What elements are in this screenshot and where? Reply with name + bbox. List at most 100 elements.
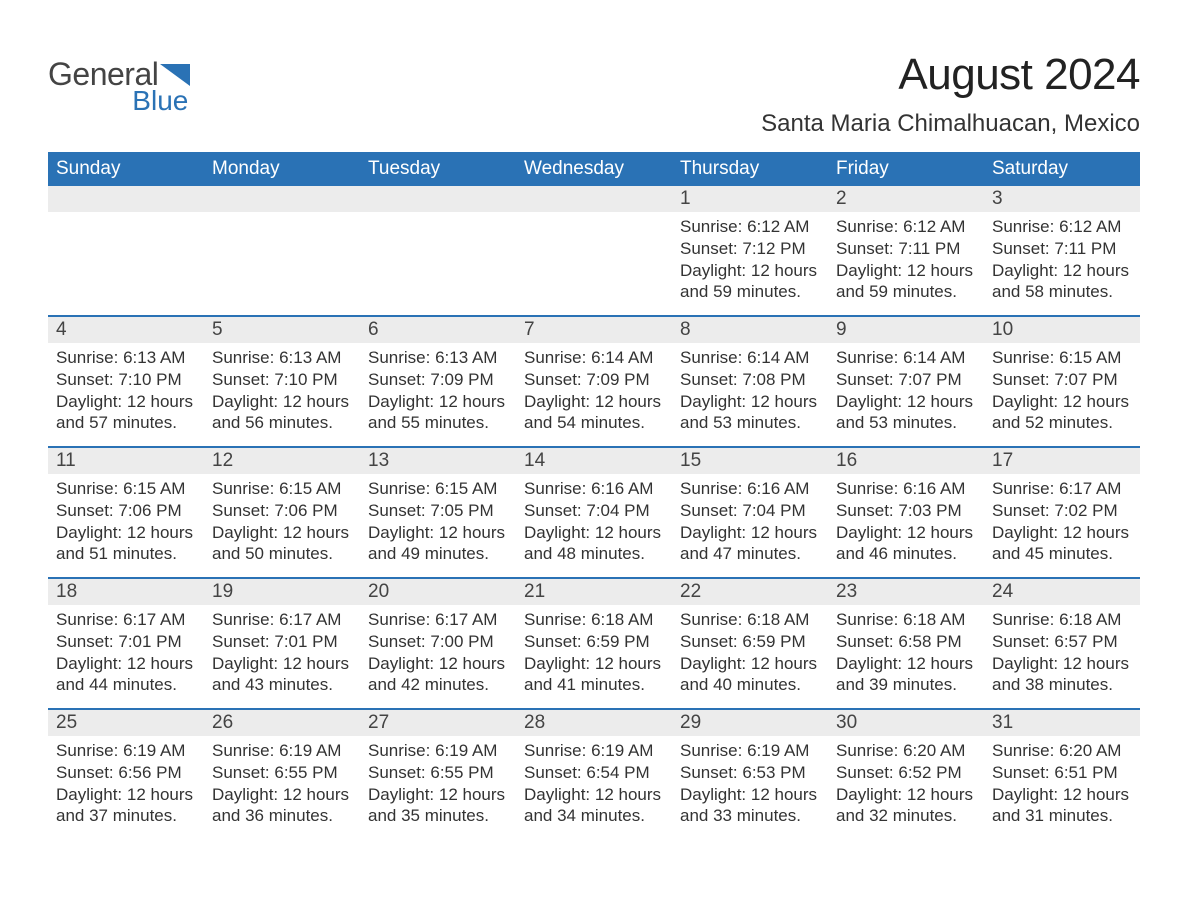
day-details: Sunrise: 6:19 AMSunset: 6:55 PMDaylight:…	[212, 740, 352, 827]
day-number: 12	[212, 450, 233, 471]
calendar-header-cell: Friday	[828, 152, 984, 186]
day-number-row: 13	[360, 448, 516, 474]
day-number-row: .	[48, 186, 204, 212]
calendar-week-row: 4Sunrise: 6:13 AMSunset: 7:10 PMDaylight…	[48, 315, 1140, 446]
daylight-line: Daylight: 12 hours and 59 minutes.	[680, 260, 820, 304]
daylight-line: Daylight: 12 hours and 51 minutes.	[56, 522, 196, 566]
day-number: 3	[992, 188, 1003, 209]
sunrise-line: Sunrise: 6:15 AM	[368, 478, 508, 500]
daylight-line: Daylight: 12 hours and 54 minutes.	[524, 391, 664, 435]
daylight-line: Daylight: 12 hours and 52 minutes.	[992, 391, 1132, 435]
day-details: Sunrise: 6:16 AMSunset: 7:04 PMDaylight:…	[680, 478, 820, 565]
sunrise-line: Sunrise: 6:14 AM	[524, 347, 664, 369]
sunset-line: Sunset: 6:57 PM	[992, 631, 1132, 653]
daylight-line: Daylight: 12 hours and 41 minutes.	[524, 653, 664, 697]
sunset-line: Sunset: 6:59 PM	[680, 631, 820, 653]
calendar-cell: .	[48, 186, 204, 315]
day-details: Sunrise: 6:12 AMSunset: 7:12 PMDaylight:…	[680, 216, 820, 303]
day-number: 17	[992, 450, 1013, 471]
calendar-header-cell: Wednesday	[516, 152, 672, 186]
day-number: 5	[212, 319, 223, 340]
sunset-line: Sunset: 7:02 PM	[992, 500, 1132, 522]
sunset-line: Sunset: 7:04 PM	[524, 500, 664, 522]
day-details: Sunrise: 6:14 AMSunset: 7:09 PMDaylight:…	[524, 347, 664, 434]
daylight-line: Daylight: 12 hours and 59 minutes.	[836, 260, 976, 304]
sunset-line: Sunset: 6:59 PM	[524, 631, 664, 653]
day-details: Sunrise: 6:17 AMSunset: 7:01 PMDaylight:…	[56, 609, 196, 696]
calendar-cell: 7 Sunrise: 6:14 AMSunset: 7:09 PMDaylight…	[516, 317, 672, 446]
sunrise-line: Sunrise: 6:19 AM	[524, 740, 664, 762]
day-number-row: 15	[672, 448, 828, 474]
day-details: Sunrise: 6:19 AMSunset: 6:55 PMDaylight:…	[368, 740, 508, 827]
header: General Blue August 2024 Santa Maria Chi…	[48, 50, 1140, 138]
day-details: Sunrise: 6:18 AMSunset: 6:59 PMDaylight:…	[524, 609, 664, 696]
daylight-line: Daylight: 12 hours and 35 minutes.	[368, 784, 508, 828]
day-details: Sunrise: 6:13 AMSunset: 7:09 PMDaylight:…	[368, 347, 508, 434]
day-number: 29	[680, 712, 701, 733]
day-details: Sunrise: 6:15 AMSunset: 7:07 PMDaylight:…	[992, 347, 1132, 434]
daylight-line: Daylight: 12 hours and 48 minutes.	[524, 522, 664, 566]
sunrise-line: Sunrise: 6:18 AM	[524, 609, 664, 631]
sunrise-line: Sunrise: 6:12 AM	[680, 216, 820, 238]
daylight-line: Daylight: 12 hours and 34 minutes.	[524, 784, 664, 828]
sunrise-line: Sunrise: 6:19 AM	[212, 740, 352, 762]
daylight-line: Daylight: 12 hours and 43 minutes.	[212, 653, 352, 697]
day-number-row: 14	[516, 448, 672, 474]
day-number-row: 30	[828, 710, 984, 736]
day-details: Sunrise: 6:12 AMSunset: 7:11 PMDaylight:…	[992, 216, 1132, 303]
calendar-week-row: 18Sunrise: 6:17 AMSunset: 7:01 PMDayligh…	[48, 577, 1140, 708]
brand-triangle-icon	[160, 64, 190, 86]
sunset-line: Sunset: 6:52 PM	[836, 762, 976, 784]
calendar-week-row: 25Sunrise: 6:19 AMSunset: 6:56 PMDayligh…	[48, 708, 1140, 839]
day-details: Sunrise: 6:20 AMSunset: 6:52 PMDaylight:…	[836, 740, 976, 827]
day-details: Sunrise: 6:18 AMSunset: 6:58 PMDaylight:…	[836, 609, 976, 696]
day-number-row: 20	[360, 579, 516, 605]
sunset-line: Sunset: 7:03 PM	[836, 500, 976, 522]
day-number-row: 26	[204, 710, 360, 736]
calendar-cell: 25Sunrise: 6:19 AMSunset: 6:56 PMDayligh…	[48, 710, 204, 839]
day-number-row: 12	[204, 448, 360, 474]
day-details: Sunrise: 6:16 AMSunset: 7:04 PMDaylight:…	[524, 478, 664, 565]
sunrise-line: Sunrise: 6:16 AM	[524, 478, 664, 500]
sunset-line: Sunset: 7:09 PM	[524, 369, 664, 391]
day-number: 31	[992, 712, 1013, 733]
calendar-cell: .	[360, 186, 516, 315]
daylight-line: Daylight: 12 hours and 36 minutes.	[212, 784, 352, 828]
day-details: Sunrise: 6:17 AMSunset: 7:02 PMDaylight:…	[992, 478, 1132, 565]
sunset-line: Sunset: 7:06 PM	[56, 500, 196, 522]
sunset-line: Sunset: 6:56 PM	[56, 762, 196, 784]
sunset-line: Sunset: 7:06 PM	[212, 500, 352, 522]
daylight-line: Daylight: 12 hours and 56 minutes.	[212, 391, 352, 435]
daylight-line: Daylight: 12 hours and 58 minutes.	[992, 260, 1132, 304]
day-number-row: 25	[48, 710, 204, 736]
title-block: August 2024 Santa Maria Chimalhuacan, Me…	[761, 50, 1140, 138]
day-number: 23	[836, 581, 857, 602]
day-number-row: 7	[516, 317, 672, 343]
sunrise-line: Sunrise: 6:18 AM	[992, 609, 1132, 631]
day-details: Sunrise: 6:15 AMSunset: 7:05 PMDaylight:…	[368, 478, 508, 565]
day-number-row: 24	[984, 579, 1140, 605]
day-number-row: .	[516, 186, 672, 212]
day-number: 25	[56, 712, 77, 733]
daylight-line: Daylight: 12 hours and 42 minutes.	[368, 653, 508, 697]
sunset-line: Sunset: 7:11 PM	[992, 238, 1132, 260]
daylight-line: Daylight: 12 hours and 50 minutes.	[212, 522, 352, 566]
daylight-line: Daylight: 12 hours and 53 minutes.	[680, 391, 820, 435]
day-number-row: 21	[516, 579, 672, 605]
calendar-cell: 31Sunrise: 6:20 AMSunset: 6:51 PMDayligh…	[984, 710, 1140, 839]
calendar-cell: 9Sunrise: 6:14 AMSunset: 7:07 PMDaylight…	[828, 317, 984, 446]
day-details: Sunrise: 6:12 AMSunset: 7:11 PMDaylight:…	[836, 216, 976, 303]
daylight-line: Daylight: 12 hours and 33 minutes.	[680, 784, 820, 828]
calendar-cell: .	[204, 186, 360, 315]
daylight-line: Daylight: 12 hours and 37 minutes.	[56, 784, 196, 828]
day-details: Sunrise: 6:13 AMSunset: 7:10 PMDaylight:…	[212, 347, 352, 434]
day-number-row: 23	[828, 579, 984, 605]
sunrise-line: Sunrise: 6:15 AM	[212, 478, 352, 500]
day-number-row: 11	[48, 448, 204, 474]
calendar-cell: 12 Sunrise: 6:15 AMSunset: 7:06 PMDayligh…	[204, 448, 360, 577]
day-details: Sunrise: 6:19 AMSunset: 6:53 PMDaylight:…	[680, 740, 820, 827]
calendar-cell: 21 Sunrise: 6:18 AMSunset: 6:59 PMDayligh…	[516, 579, 672, 708]
calendar: SundayMondayTuesdayWednesdayThursdayFrid…	[48, 152, 1140, 839]
day-number-row: 27	[360, 710, 516, 736]
day-details: Sunrise: 6:14 AMSunset: 7:08 PMDaylight:…	[680, 347, 820, 434]
